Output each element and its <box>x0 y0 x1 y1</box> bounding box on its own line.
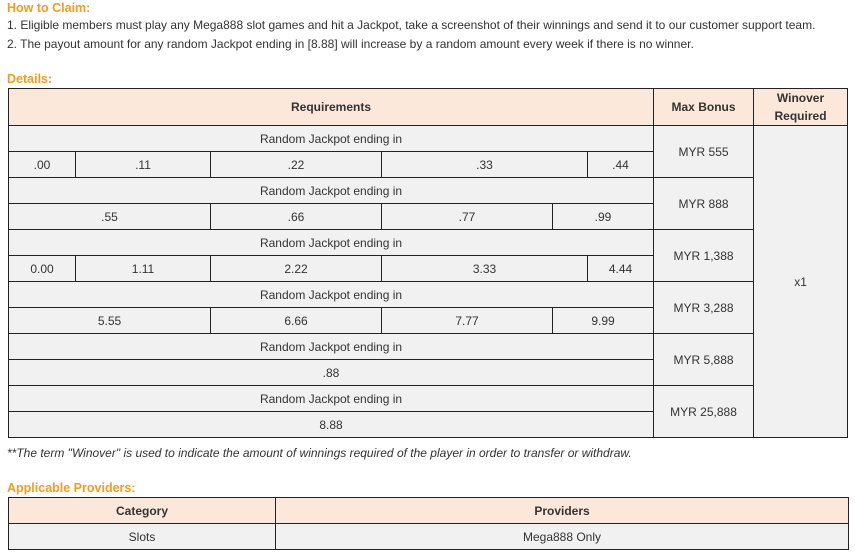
group-label: Random Jackpot ending in <box>7 177 655 204</box>
ending: .00 <box>8 151 76 178</box>
ending: .33 <box>381 151 588 178</box>
max-bonus: MYR 888 <box>653 177 755 230</box>
requirements-header: Requirements <box>7 88 655 126</box>
providers-header: Providers <box>275 497 849 524</box>
category-cell: Slots <box>8 523 276 550</box>
winover-value: x1 <box>753 125 849 438</box>
category-header: Category <box>8 497 276 524</box>
ending: 4.44 <box>586 255 655 282</box>
group-label: Random Jackpot ending in <box>7 125 655 152</box>
ending: .99 <box>551 203 655 230</box>
ending: .55 <box>8 203 211 230</box>
winover-note: **The term "Winover" is used to indicate… <box>7 446 632 460</box>
ending: .22 <box>210 151 382 178</box>
ending: .88 <box>7 359 655 386</box>
how-to-claim-heading: How to Claim: <box>7 1 91 15</box>
ending: 8.88 <box>7 411 655 438</box>
group-label: Random Jackpot ending in <box>7 281 655 308</box>
providers-table: Category Providers Slots Mega888 Only <box>8 497 849 550</box>
providers-heading: Applicable Providers: <box>7 481 136 495</box>
ending: 0.00 <box>8 255 76 282</box>
ending: 1.11 <box>75 255 211 282</box>
provider-cell: Mega888 Only <box>275 523 849 550</box>
ending: 2.22 <box>210 255 382 282</box>
ending: .66 <box>210 203 382 230</box>
ending: 5.55 <box>8 307 211 334</box>
winover-header: Winover Required <box>753 88 849 126</box>
max-bonus: MYR 3,288 <box>653 281 755 334</box>
group-label: Random Jackpot ending in <box>7 229 655 256</box>
ending: .44 <box>586 151 655 178</box>
ending: 3.33 <box>381 255 588 282</box>
details-table: Requirements Max Bonus Winover Required … <box>7 88 849 438</box>
ending: .77 <box>381 203 553 230</box>
ending: 6.66 <box>210 307 382 334</box>
group-label: Random Jackpot ending in <box>7 333 655 360</box>
max-bonus-header: Max Bonus <box>653 88 755 126</box>
details-heading: Details: <box>7 72 53 86</box>
max-bonus: MYR 5,888 <box>653 333 755 386</box>
ending: 9.99 <box>551 307 655 334</box>
max-bonus: MYR 555 <box>653 125 755 178</box>
claim-step-1: 1. Eligible members must play any Mega88… <box>7 18 816 32</box>
ending: .11 <box>75 151 211 178</box>
max-bonus: MYR 1,388 <box>653 229 755 282</box>
group-label: Random Jackpot ending in <box>7 385 655 412</box>
claim-step-2: 2. The payout amount for any random Jack… <box>7 37 694 51</box>
max-bonus: MYR 25,888 <box>653 385 755 438</box>
ending: 7.77 <box>381 307 553 334</box>
